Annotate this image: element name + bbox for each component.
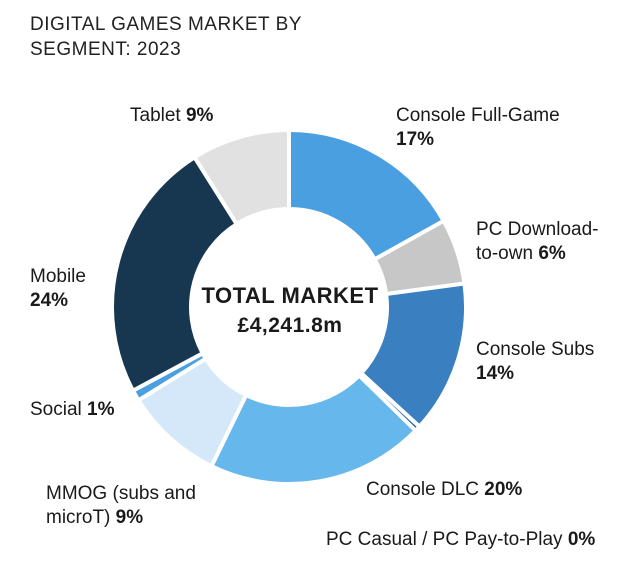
label-mobile-pct: 24% xyxy=(30,290,69,311)
slice-console-dlc xyxy=(208,372,419,486)
label-social-name: Social xyxy=(30,399,82,420)
label-console-full-game: Console Full-Game 17% xyxy=(396,104,560,152)
label-pc-download-name-2: to-own xyxy=(476,243,534,264)
slice-mobile xyxy=(110,154,240,394)
label-pc-download: PC Download- to-own 6% xyxy=(476,218,599,266)
label-tablet-pct: 9% xyxy=(185,105,214,126)
label-mmog-name-1: MMOG (subs and xyxy=(46,483,196,504)
label-pc-casual-pct: 0% xyxy=(567,529,596,550)
chart-title: DIGITAL GAMES MARKET BY SEGMENT: 2023 xyxy=(30,14,302,60)
label-pc-casual-name: PC Casual / PC Pay-to-Play xyxy=(326,529,563,550)
center-label: TOTAL MARKET xyxy=(201,283,379,308)
label-tablet: Tablet 9% xyxy=(130,104,213,128)
label-mmog-name-2: microT) xyxy=(46,507,111,528)
slice-tablet xyxy=(191,127,291,227)
label-social: Social 1% xyxy=(30,398,115,422)
label-mmog-pct: 9% xyxy=(115,507,144,528)
label-social-pct: 1% xyxy=(87,399,115,420)
label-mobile-name: Mobile xyxy=(30,266,86,287)
label-console-dlc: Console DLC 20% xyxy=(366,478,522,502)
label-console-subs-pct: 14% xyxy=(476,363,515,384)
label-pc-download-name-1: PC Download- xyxy=(476,219,599,240)
label-tablet-name: Tablet xyxy=(130,105,181,126)
label-console-dlc-name: Console DLC xyxy=(366,479,479,500)
label-console-dlc-pct: 20% xyxy=(484,479,523,500)
center-value: £4,241.8m xyxy=(237,314,343,337)
label-console-full-game-name: Console Full-Game xyxy=(396,105,560,126)
label-console-subs: Console Subs 14% xyxy=(476,338,594,386)
label-mmog: MMOG (subs and microT) 9% xyxy=(46,482,196,530)
label-console-full-game-pct: 17% xyxy=(396,129,435,150)
label-pc-casual: PC Casual / PC Pay-to-Play 0% xyxy=(326,528,595,552)
label-mobile: Mobile 24% xyxy=(30,265,86,313)
label-pc-download-pct: 6% xyxy=(538,243,566,264)
label-console-subs-name: Console Subs xyxy=(476,339,595,360)
